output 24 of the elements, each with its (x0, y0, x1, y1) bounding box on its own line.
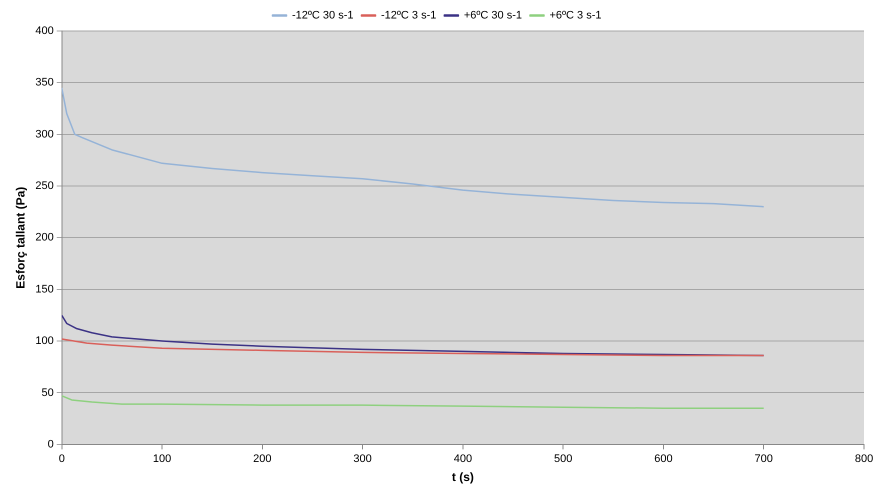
y-tick-label: 200 (35, 232, 54, 244)
y-axis-title: Esforç tallant (Pa) (14, 186, 28, 289)
y-tick-label: 150 (35, 283, 54, 296)
y-tick-label: 0 (48, 438, 54, 450)
x-tick-label: 300 (353, 453, 372, 466)
y-tick-label: 300 (35, 128, 54, 140)
y-tick-label: 250 (35, 180, 54, 192)
x-tick-label: 400 (454, 453, 472, 466)
y-tick-label: 400 (35, 25, 54, 38)
legend-label: +6ºC 30 s-1 (464, 10, 522, 22)
x-tick-label: 200 (253, 453, 272, 466)
x-tick-label: 0 (58, 453, 65, 466)
legend-label: -12ºC 30 s-1 (292, 10, 354, 22)
x-tick-label: 600 (654, 453, 673, 466)
x-tick-label: 500 (554, 453, 572, 466)
x-tick-label: 800 (854, 453, 874, 466)
x-tick-label: 100 (152, 453, 172, 466)
legend-label: -12ºC 3 s-1 (380, 10, 436, 22)
y-tick-label: 350 (35, 76, 54, 89)
x-axis-title: t (s) (452, 470, 474, 484)
x-tick-label: 700 (754, 453, 773, 466)
y-tick-label: 50 (42, 386, 54, 399)
y-tick-label: 100 (35, 335, 54, 348)
legend-label: +6ºC 3 s-1 (549, 10, 602, 22)
